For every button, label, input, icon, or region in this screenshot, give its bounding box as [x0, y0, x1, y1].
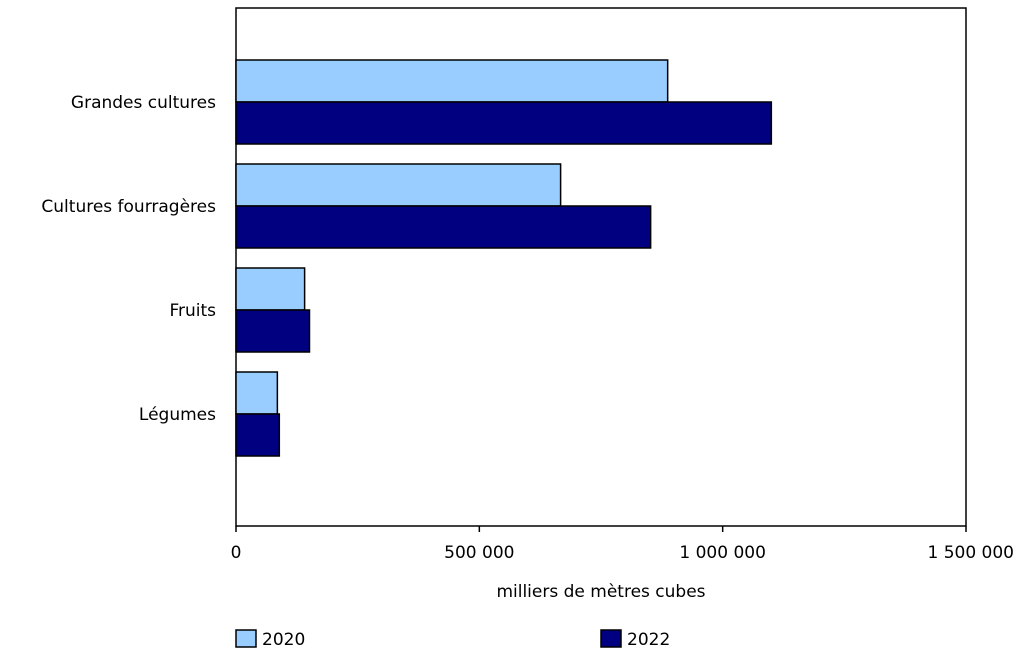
legend: 2020 2022: [235, 629, 670, 649]
bar-2022-0: [235, 101, 773, 145]
bar-2020-0: [235, 59, 669, 103]
x-axis-title: milliers de mètres cubes: [496, 582, 705, 602]
x-tick-label: 500 000: [444, 543, 514, 563]
bar-2022-2: [235, 309, 311, 353]
x-tick-label: 1 000 000: [679, 543, 766, 563]
legend-label-2020: 2020: [262, 630, 305, 649]
x-tick-label: 1 500 000: [927, 543, 1014, 563]
legend-label-2022: 2022: [627, 630, 670, 649]
bar-2022-1: [235, 205, 652, 249]
x-tick-label: 0: [231, 543, 242, 563]
legend-swatch-2022: [600, 629, 622, 648]
bar-2020-2: [235, 267, 306, 311]
bar-2020-1: [235, 163, 562, 207]
category-labels: Grandes cultures Cultures fourragères Frui…: [41, 93, 216, 425]
category-label: Fruits: [169, 301, 216, 321]
category-label: Grandes cultures: [71, 93, 216, 113]
bars-group: [235, 59, 773, 457]
bar-2020-3: [235, 371, 279, 415]
category-label: Légumes: [139, 405, 216, 425]
legend-swatch-2020: [235, 629, 257, 648]
category-label: Cultures fourragères: [41, 197, 216, 217]
bar-2022-3: [235, 413, 281, 457]
x-axis-ticks: 0 500 000 1 000 000 1 500 000: [231, 526, 1014, 563]
